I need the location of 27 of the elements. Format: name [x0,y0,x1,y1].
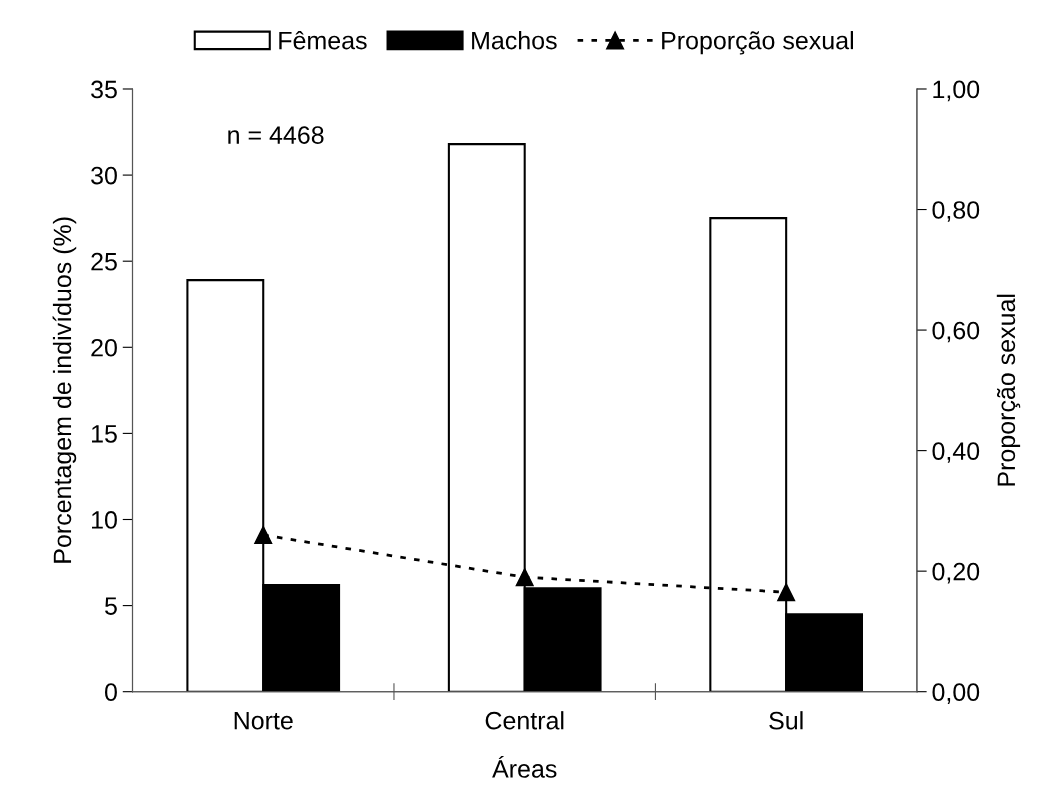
legend-label: Proporção sexual [662,31,853,55]
point [777,583,796,602]
y-tick-label: 0 [104,683,117,701]
y-tick-label: 10 [92,511,117,529]
y-tick-label: 20 [91,338,117,357]
y2-tick-label: 0,00 [932,683,980,704]
legend-label: Fêmeas [279,30,367,50]
y2-tick-label: 0,20 [932,562,980,584]
y2-tick-label: 1,00 [933,80,980,102]
legend-label: Machos [472,31,557,50]
x-axis-title: Áreas [492,755,557,778]
y2-tick-label: 0,60 [932,321,980,343]
annotation: n = 4468 [228,126,324,144]
x-tick-label: Norte [234,712,293,730]
point [515,568,534,587]
x-tick-label: Central [485,711,564,730]
y2-tick-label: 0,80 [932,201,980,222]
y-axis-title: Porcentagem de indivíduos (%) [52,217,77,563]
y2-axis-title: Proporção sexual [996,294,1021,486]
y-tick-label: 5 [105,597,117,615]
y-tick-label: 35 [91,80,117,99]
y-tick-label: 25 [91,252,117,271]
y-tick-label: 30 [91,166,117,185]
y2-tick-label: 0,40 [932,442,980,463]
point [254,525,273,545]
x-tick-label: Sul [769,711,803,730]
y-tick-label: 15 [92,425,117,443]
